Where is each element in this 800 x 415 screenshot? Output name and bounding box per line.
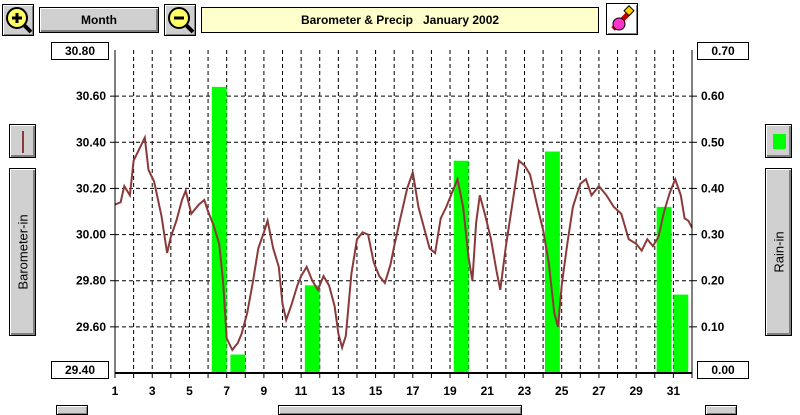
- x-axis-tick-label: 11: [295, 384, 308, 398]
- rain-legend-button[interactable]: [765, 124, 792, 158]
- left-axis-tick-label: 30.40: [76, 135, 106, 149]
- rain-bar: [230, 354, 246, 373]
- x-axis-tick-label: 19: [443, 384, 457, 398]
- x-axis-tick-label: 15: [369, 384, 383, 398]
- rain-bar: [304, 285, 320, 373]
- rain-bar: [656, 206, 672, 373]
- left-axis-tick-label: 29.60: [76, 320, 106, 334]
- rain-bars: [211, 86, 689, 374]
- right-axis-min-box[interactable]: 0.00: [697, 361, 749, 379]
- x-axis-tick-label: 17: [406, 384, 420, 398]
- x-axis-tick-label: 9: [261, 384, 268, 398]
- chart-title: Barometer & Precip January 2002: [201, 7, 599, 33]
- barometer-series-line: [114, 134, 693, 352]
- zoom-out-button[interactable]: [164, 4, 196, 36]
- rain-bar: [453, 160, 469, 373]
- rain-bar: [211, 86, 227, 374]
- magnifier-plus-icon: [6, 7, 33, 34]
- x-axis-tick-label: 23: [518, 384, 532, 398]
- scroll-left-button[interactable]: [56, 405, 88, 415]
- x-axis-tick-label: 27: [592, 384, 606, 398]
- plot-frame: [114, 50, 693, 374]
- rain-bar: [544, 151, 560, 373]
- right-axis-tick-label: 0.30: [701, 228, 725, 242]
- right-axis-ticks: 0.60 0.50 0.40 0.30 0.20 0.10: [692, 89, 725, 334]
- grid-lines: [114, 50, 693, 373]
- x-axis-tick-label: 5: [186, 384, 193, 398]
- rain-legend-swatch: [773, 134, 786, 149]
- x-axis-tick-label: 13: [332, 384, 346, 398]
- left-axis-max-box[interactable]: 30.80: [51, 42, 109, 60]
- right-axis-tick-label: 0.20: [701, 274, 725, 288]
- right-axis-tick-label: 0.10: [701, 320, 725, 334]
- x-axis-tick-label: 21: [481, 384, 495, 398]
- left-axis-tick-label: 30.60: [76, 89, 106, 103]
- barometer-line: [114, 134, 693, 352]
- right-axis-tick-label: 0.40: [701, 181, 725, 195]
- left-axis-tick-label: 29.80: [76, 274, 106, 288]
- paint-button[interactable]: [606, 3, 638, 35]
- horizontal-scrollbar[interactable]: [278, 405, 522, 415]
- x-axis-tick-label: 29: [629, 384, 643, 398]
- x-axis-tick-label: 7: [223, 384, 230, 398]
- x-axis-tick-label: 3: [149, 384, 156, 398]
- right-axis-tick-label: 0.60: [701, 89, 725, 103]
- left-axis-min-box[interactable]: 29.40: [51, 361, 109, 379]
- barometer-legend-swatch: [22, 131, 24, 153]
- x-axis-tick-label: 31: [667, 384, 681, 398]
- paint-tool-icon: [611, 5, 635, 31]
- x-axis-ticks: 1 3 5 7 9 11 13 15 17 19 21 23 25 27 29 31: [112, 373, 693, 398]
- rain-axis-label-button[interactable]: Rain-in: [765, 168, 792, 336]
- month-button[interactable]: Month: [39, 7, 159, 33]
- left-axis-tick-label: 30.00: [76, 228, 106, 242]
- right-axis-tick-label: 0.50: [701, 135, 725, 149]
- barometer-legend-button[interactable]: [9, 124, 36, 158]
- barometer-axis-label-button[interactable]: Barometer-in: [9, 168, 36, 336]
- left-axis-ticks: 30.60 30.40 30.20 30.00 29.80 29.60: [76, 89, 115, 334]
- scroll-right-button[interactable]: [705, 405, 737, 415]
- x-axis-tick-label: 25: [555, 384, 569, 398]
- magnifier-minus-icon: [168, 7, 195, 34]
- zoom-in-button[interactable]: [2, 4, 34, 36]
- left-axis-tick-label: 30.20: [76, 181, 106, 195]
- x-axis-tick-label: 1: [112, 384, 119, 398]
- rain-bar: [673, 294, 689, 373]
- right-axis-max-box[interactable]: 0.70: [697, 42, 749, 60]
